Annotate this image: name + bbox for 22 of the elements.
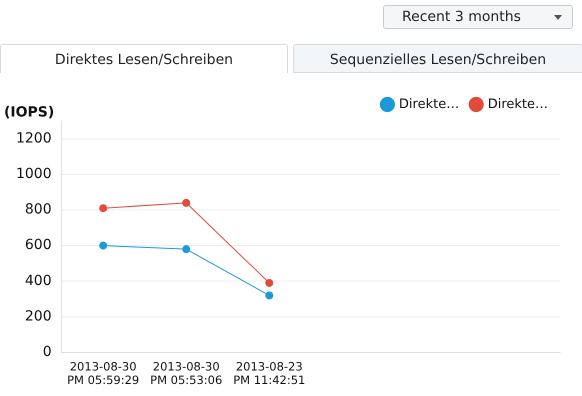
legend-label: Direkte… bbox=[398, 96, 460, 112]
y-tick-label: 1200 bbox=[16, 130, 52, 146]
point bbox=[265, 278, 274, 287]
point bbox=[99, 242, 108, 250]
text: Recent 3 months bbox=[402, 8, 521, 27]
x-tick-label: 2013-08-30 PM 05:53:06 bbox=[150, 359, 222, 388]
point bbox=[265, 291, 274, 300]
text: Sequenzielles Lesen/Schreiben bbox=[293, 44, 582, 73]
y-axis-title: (IOPS) bbox=[4, 104, 54, 121]
x-tick-label: 2013-08-23 PM 11:42:51 bbox=[233, 359, 306, 388]
point bbox=[182, 245, 190, 254]
y-tick-label: 0 bbox=[42, 344, 52, 360]
y-tick-label: 200 bbox=[24, 308, 52, 324]
y-tick-label: 800 bbox=[24, 202, 52, 218]
y-tick-label: 400 bbox=[24, 272, 52, 289]
x-tick-label: 2013-08-30 PM 05:59:29 bbox=[67, 359, 140, 388]
text: Direktes Lesen/Schreiben bbox=[0, 44, 288, 73]
y-tick-label: 1000 bbox=[16, 166, 52, 182]
legend-label: Direkte… bbox=[488, 96, 548, 112]
point bbox=[99, 204, 108, 212]
y-tick-label: 600 bbox=[24, 237, 52, 254]
point bbox=[182, 198, 190, 207]
